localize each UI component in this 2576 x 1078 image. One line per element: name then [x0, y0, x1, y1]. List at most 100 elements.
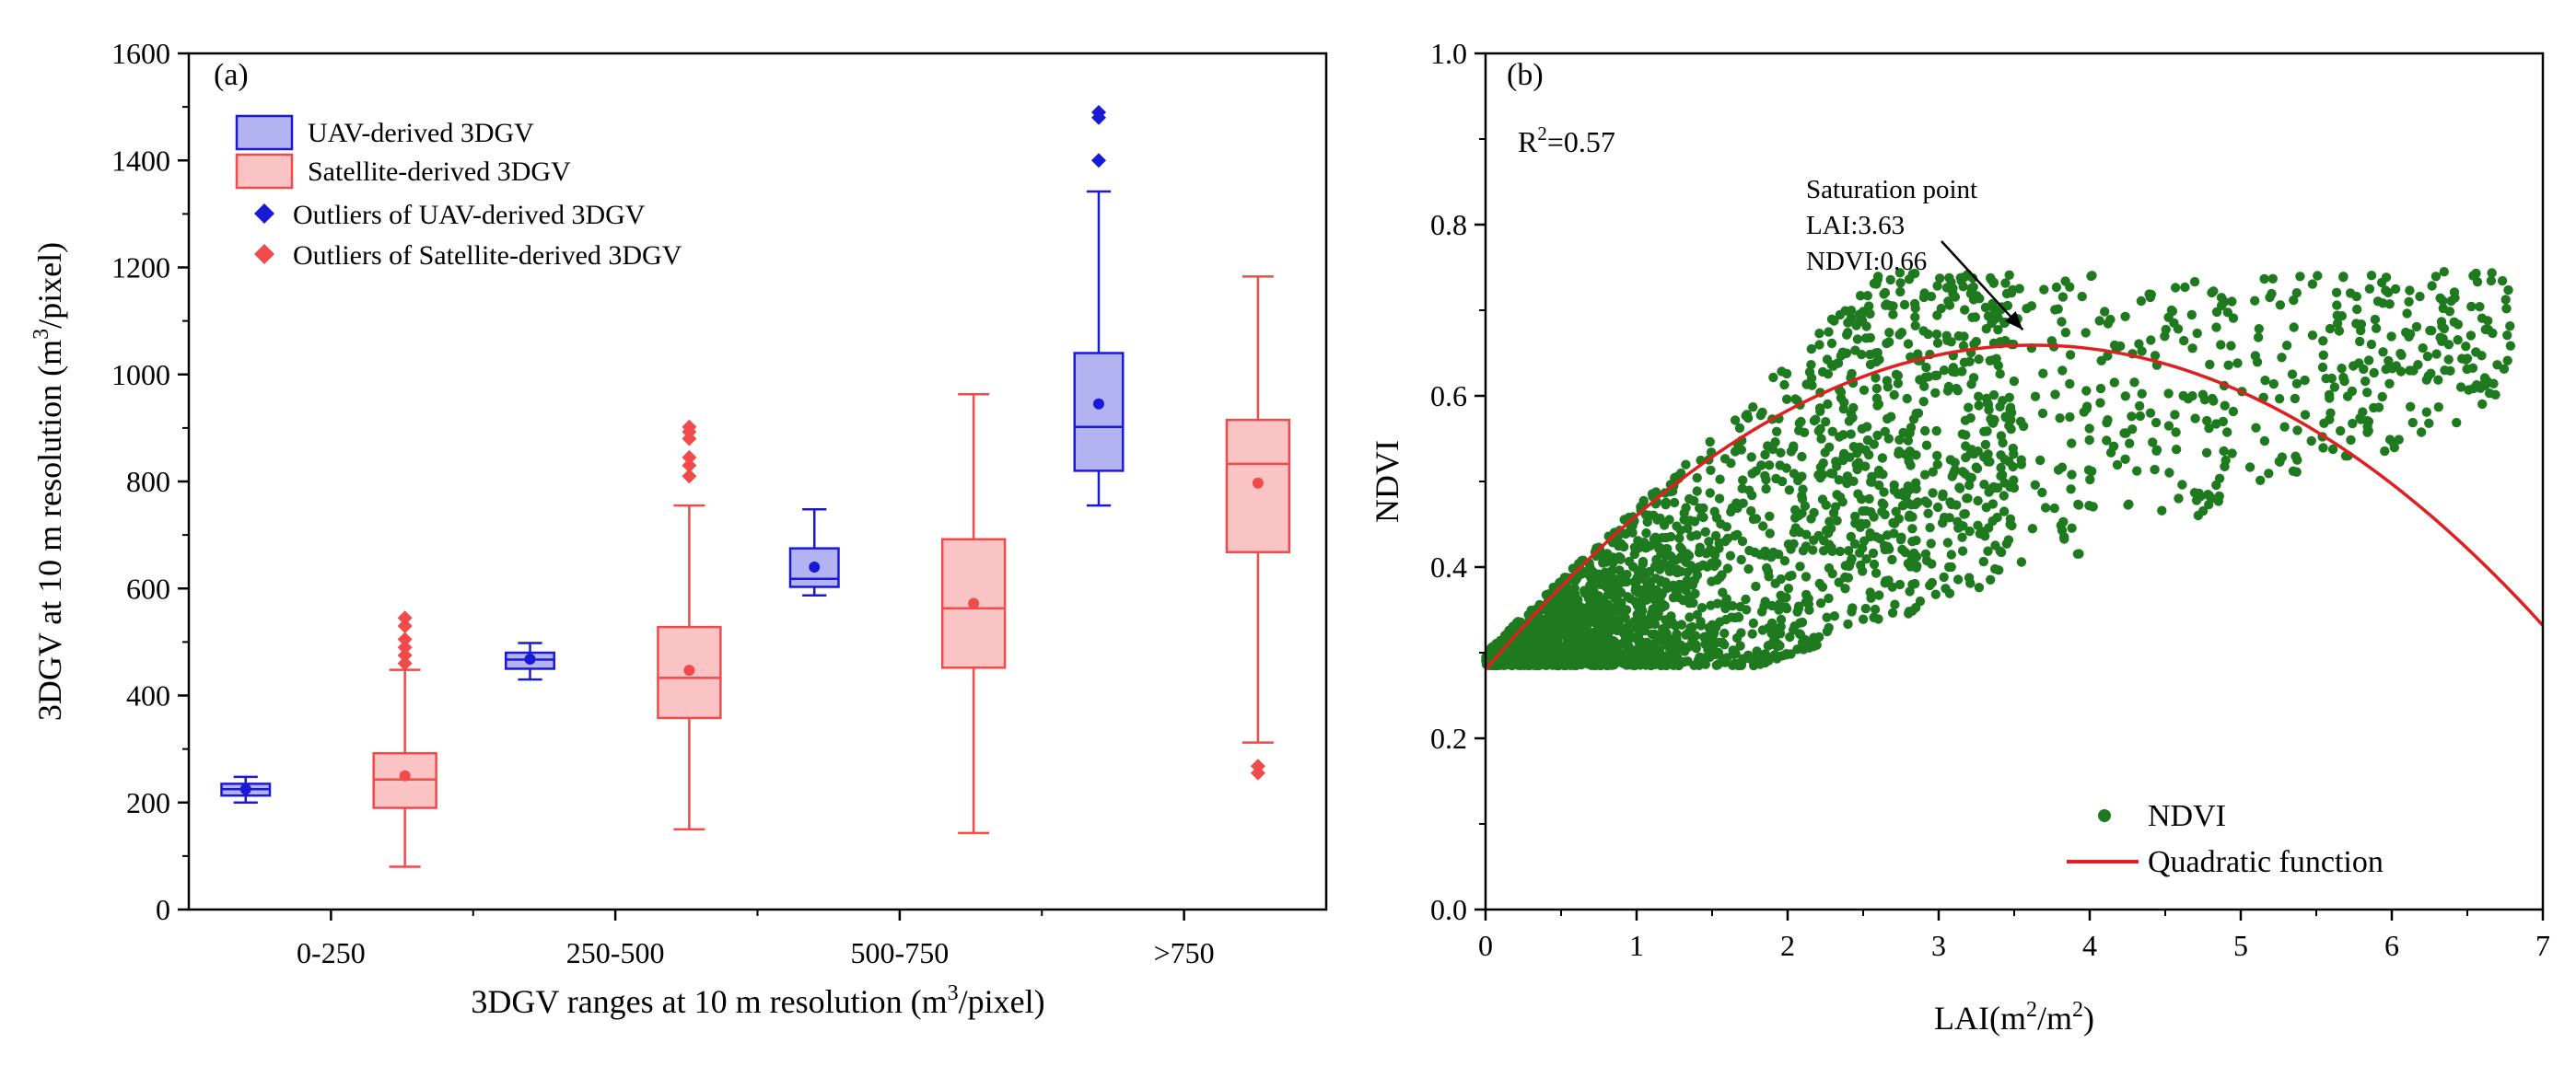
ndvi-point — [2209, 396, 2219, 406]
ndvi-point — [1801, 529, 1812, 539]
ndvi-point — [1895, 278, 1906, 288]
ndvi-point — [1766, 600, 1778, 611]
ndvi-point — [2327, 444, 2338, 455]
ndvi-point — [1682, 578, 1693, 588]
ndvi-point — [2201, 447, 2212, 458]
ndvi-point — [1860, 603, 1871, 614]
panel-b-y-axis: 0.0 0.2 0.4 0.6 0.8 1.0 — [1430, 37, 1486, 926]
ndvi-point — [1781, 394, 1792, 404]
ndvi-point — [1608, 609, 1618, 620]
ndvi-point — [2339, 376, 2349, 387]
ndvi-point — [1952, 574, 1964, 585]
ndvi-point — [1714, 493, 1725, 504]
ndvi-point — [2067, 438, 2077, 448]
ndvi-point — [2383, 287, 2394, 297]
ndvi-point — [1987, 298, 1998, 309]
ndvi-point — [2402, 308, 2412, 319]
ndvi-point — [2163, 421, 2174, 431]
legend-satellite-swatch — [235, 153, 294, 190]
ndvi-point — [2475, 302, 2485, 312]
ndvi-point — [1801, 572, 1812, 582]
ndvi-point — [1735, 641, 1745, 651]
ndvi-point — [1911, 478, 1921, 488]
ndvi-point — [1871, 373, 1881, 383]
ndvi-point — [2503, 284, 2513, 296]
ndvi-point — [1500, 660, 1510, 670]
ndvi-point — [2318, 443, 2328, 453]
ndvi-point — [1755, 410, 1766, 421]
ndvi-point — [1726, 612, 1737, 622]
ndvi-point — [1726, 458, 1736, 469]
ndvi-point — [1865, 308, 1875, 319]
ndvi-point — [2151, 417, 2162, 428]
ndvi-point — [1874, 354, 1884, 365]
ndvi-point — [1574, 653, 1584, 664]
ndvi-point — [1834, 577, 1844, 587]
ndvi-point — [2411, 321, 2422, 332]
ndvi-point — [2179, 335, 2189, 346]
ndvi-point — [1717, 570, 1727, 580]
ndvi-point — [1999, 491, 2009, 501]
ndvi-point — [1737, 536, 1748, 547]
ndvi-point — [1835, 492, 1846, 503]
ndvi-point — [2222, 427, 2232, 437]
ndvi-point — [1932, 338, 1943, 348]
ndvi-point — [2291, 378, 2302, 388]
ndvi-point — [1779, 379, 1789, 390]
box-mean-dot — [968, 597, 980, 609]
ndvi-point — [1669, 657, 1680, 667]
ndvi-point — [1923, 372, 1934, 382]
ndvi-point — [2072, 549, 2083, 559]
ndvi-point — [1664, 515, 1674, 525]
ndvi-point — [1935, 273, 1945, 284]
ndvi-point — [1928, 488, 1938, 498]
ndvi-point — [1879, 499, 1889, 510]
ndvi-point — [1956, 276, 1966, 286]
ndvi-point — [1783, 539, 1794, 550]
ndvi-point — [2008, 461, 2018, 472]
ndvi-point — [2060, 276, 2070, 286]
ndvi-point — [2008, 284, 2018, 295]
ndvi-point — [1824, 327, 1834, 337]
ndvi-point — [1781, 368, 1792, 379]
ndvi-point — [1530, 627, 1540, 637]
ndvi-point — [1790, 523, 1801, 533]
ndvi-point — [1884, 544, 1894, 554]
ndvi-point — [1943, 296, 1953, 307]
ndvi-point — [2487, 268, 2497, 278]
outlier-diamond — [397, 610, 413, 626]
ndvi-point — [2073, 499, 2083, 510]
ndvi-point — [2112, 459, 2123, 470]
ndvi-point — [1692, 609, 1703, 620]
ndvi-point — [2060, 328, 2071, 338]
ndvi-point — [1813, 469, 1824, 481]
ndvi-point — [1894, 579, 1906, 590]
legend-uav-label: UAV-derived 3DGV — [308, 118, 534, 148]
ndvi-point — [1942, 538, 1953, 548]
ndvi-point — [1543, 618, 1553, 628]
box-mean-dot — [524, 653, 536, 665]
ndvi-point — [2363, 416, 2374, 427]
ndvi-point — [2369, 402, 2379, 413]
ndvi-point — [2192, 328, 2202, 339]
ndvi-point — [1972, 463, 1983, 474]
ndvi-point — [1652, 515, 1662, 525]
ndvi-point — [2292, 425, 2302, 435]
ndvi-point — [1747, 469, 1757, 479]
ndvi-point — [2037, 408, 2048, 419]
ndvi-point — [1761, 483, 1771, 494]
ndvi-point — [1768, 372, 1778, 383]
ndvi-point — [2505, 341, 2516, 351]
ndvi-point — [2401, 327, 2411, 338]
ndvi-point — [1919, 381, 1929, 391]
ndvi-point — [1705, 488, 1716, 498]
ndvi-point — [1825, 469, 1836, 479]
ndvi-point — [1983, 400, 1994, 410]
ndvi-point — [2120, 311, 2130, 321]
ndvi-point — [2433, 402, 2443, 412]
box-mean-dot — [809, 562, 821, 573]
ndvi-point — [2326, 373, 2337, 384]
ndvi-point — [1608, 636, 1618, 646]
y-tick-label: 1400 — [111, 144, 170, 177]
ndvi-point — [1974, 354, 1984, 365]
